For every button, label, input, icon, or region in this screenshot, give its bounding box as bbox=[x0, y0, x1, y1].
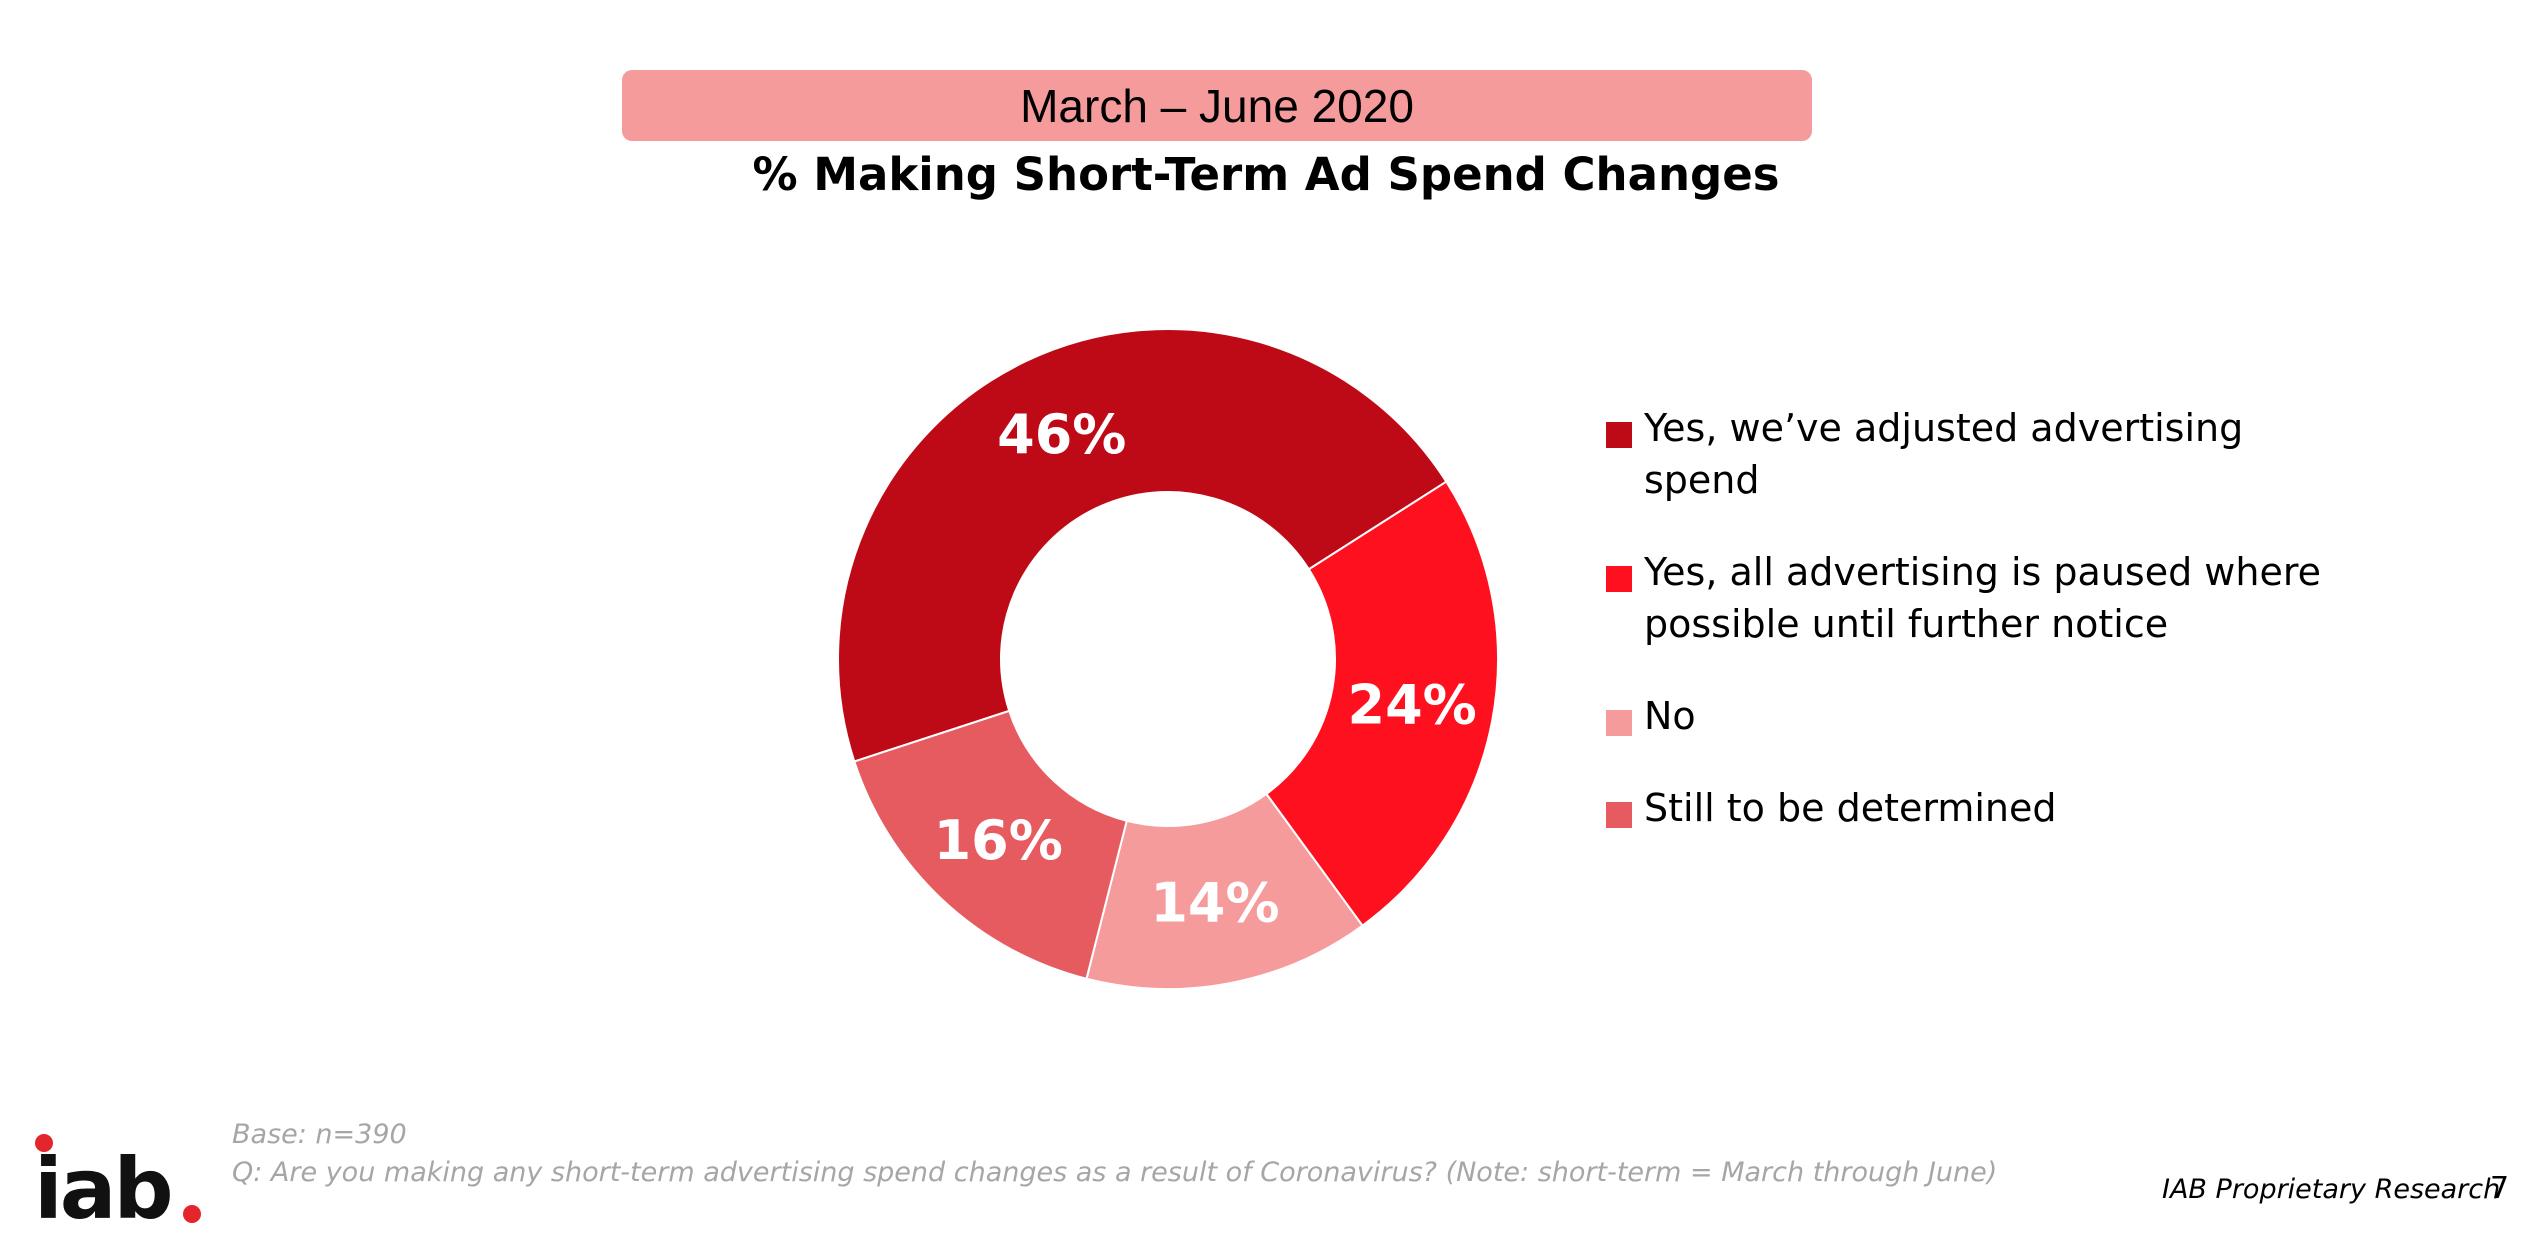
iab-logo-text: iab bbox=[34, 1140, 171, 1228]
chart-title: % Making Short-Term Ad Spend Changes bbox=[752, 148, 1780, 201]
footer-base: Base: n=390 bbox=[232, 1119, 407, 1150]
chart-legend: Yes, we’ve adjusted advertising spend Yes… bbox=[1606, 402, 2366, 834]
legend-item-tbd: Still to be determined bbox=[1606, 782, 2366, 834]
donut-slice-labels: 46% 24% 14% 16% bbox=[934, 403, 1477, 935]
iab-logo-dot-top bbox=[35, 1134, 53, 1152]
legend-item-no: No bbox=[1606, 690, 2366, 742]
legend-item-adjusted: Yes, we’ve adjusted advertising spend bbox=[1606, 402, 2366, 506]
slice-label-tbd: 16% bbox=[934, 809, 1063, 872]
legend-item-paused: Yes, all advertising is paused where pos… bbox=[1606, 546, 2366, 650]
donut-slices bbox=[836, 328, 1499, 990]
legend-label-no: No bbox=[1644, 694, 1696, 738]
slice-no bbox=[1085, 792, 1364, 990]
slice-paused bbox=[1265, 480, 1499, 928]
iab-logo-icon: iab bbox=[34, 1134, 201, 1228]
slice-tbd bbox=[853, 709, 1128, 980]
period-label: March – June 2020 bbox=[1020, 79, 1414, 132]
legend-label-tbd: Still to be determined bbox=[1644, 786, 2057, 830]
slice-label-paused: 24% bbox=[1348, 674, 1477, 737]
iab-logo-dot-end bbox=[183, 1205, 201, 1223]
page-number: 7 bbox=[2490, 1171, 2510, 1206]
legend-label-adjusted: Yes, we’ve adjusted advertising spend bbox=[1644, 406, 2244, 502]
slice-label-adjusted: 46% bbox=[997, 403, 1126, 466]
footer-proprietary: IAB Proprietary Research bbox=[2162, 1174, 2501, 1205]
legend-swatch-adjusted bbox=[1606, 422, 1632, 448]
slice-adjusted bbox=[836, 328, 1448, 763]
legend-swatch-no bbox=[1606, 710, 1632, 736]
period-banner: March – June 2020 bbox=[622, 70, 1812, 141]
legend-swatch-tbd bbox=[1606, 802, 1632, 828]
slice-label-no: 14% bbox=[1150, 872, 1279, 935]
footer-question: Q: Are you making any short-term adverti… bbox=[232, 1157, 1998, 1188]
legend-swatch-paused bbox=[1606, 566, 1632, 592]
legend-label-paused: Yes, all advertising is paused where pos… bbox=[1644, 550, 2321, 646]
